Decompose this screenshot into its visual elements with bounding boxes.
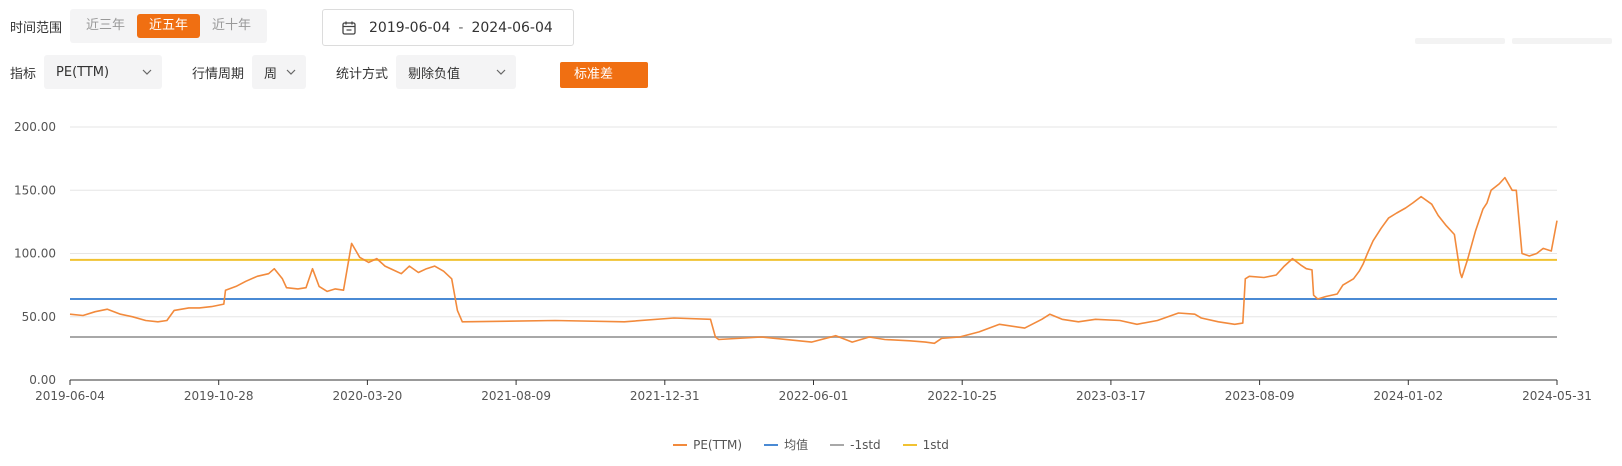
date-separator: - — [458, 19, 464, 36]
legend-swatch-minus1std — [830, 443, 845, 446]
legend-item-plus1std[interactable]: 1std — [902, 436, 949, 453]
method-label: 统计方式 — [336, 66, 389, 82]
std-deviation-button[interactable]: 标准差 — [560, 62, 648, 88]
period-select[interactable]: 周 — [252, 55, 307, 89]
date-range-picker[interactable]: 2019-06-04 - 2024-06-04 — [322, 9, 574, 46]
x-tick-label: 2023-03-17 — [1076, 389, 1146, 403]
x-tick-label: 2022-10-25 — [927, 389, 997, 403]
range-3y-button[interactable]: 近三年 — [86, 18, 126, 33]
chevron-down-icon — [496, 69, 506, 75]
range-10y-button[interactable]: 近十年 — [212, 18, 252, 33]
date-end[interactable]: 2024-06-04 — [471, 19, 553, 36]
metric-select[interactable]: PE(TTM) — [44, 55, 163, 89]
x-axis: 2019-06-04 2019-10-28 2020-03-20 2021-08-09… — [35, 379, 1592, 403]
faint-bar-2 — [1512, 38, 1612, 44]
legend-label-plus1std: 1std — [922, 437, 949, 452]
time-range-row: 时间范围 近三年 近五年 近十年 — [10, 8, 268, 44]
date-start[interactable]: 2019-06-04 — [369, 19, 451, 36]
reference-lines — [70, 258, 1557, 338]
y-tick-label: 200.00 — [14, 120, 56, 134]
y-axis-ticks: 0.00 50.00 100.00 150.00 200.00 — [14, 120, 56, 387]
faint-bar-1 — [1415, 38, 1505, 44]
x-tick-label: 2024-05-31 — [1522, 389, 1592, 403]
method-value: 剔除负值 — [408, 66, 461, 82]
x-tick-label: 2020-03-20 — [333, 389, 403, 403]
x-tick-label: 2024-01-02 — [1373, 389, 1443, 403]
metric-label: 指标 — [10, 66, 37, 82]
x-tick-label: 2023-08-09 — [1225, 389, 1295, 403]
legend-label-minus1std: -1std — [850, 437, 881, 452]
chart-legend: PE(TTM) 均值 -1std 1std — [0, 436, 1622, 453]
pe-ttm-line — [69, 176, 1558, 345]
x-tick-label: 2022-06-01 — [779, 389, 849, 403]
legend-swatch-mean — [764, 443, 779, 446]
metric-value: PE(TTM) — [56, 64, 110, 80]
y-tick-label: 0.00 — [29, 373, 56, 387]
x-tick-label: 2019-06-04 — [35, 389, 105, 403]
chart-grid — [70, 126, 1557, 318]
x-tick-label: 2021-12-31 — [630, 389, 700, 403]
series-layer — [69, 176, 1558, 345]
y-tick-label: 100.00 — [14, 247, 56, 261]
legend-item-minus1std[interactable]: -1std — [830, 436, 881, 453]
time-range-segment: 近三年 近五年 近十年 — [70, 9, 268, 43]
range-5y-button[interactable]: 近五年 — [137, 14, 201, 38]
legend-item-mean[interactable]: 均值 — [764, 436, 808, 453]
period-label: 行情周期 — [192, 66, 245, 82]
x-tick-label: 2021-08-09 — [481, 389, 551, 403]
period-value: 周 — [264, 66, 278, 82]
method-select[interactable]: 剔除负值 — [396, 55, 517, 89]
legend-item-pe[interactable]: PE(TTM) — [673, 436, 742, 453]
chevron-down-icon — [286, 69, 296, 75]
calendar-icon — [342, 21, 356, 35]
y-tick-label: 150.00 — [14, 183, 56, 197]
y-tick-label: 50.00 — [22, 310, 56, 324]
x-tick-label: 2019-10-28 — [184, 389, 254, 403]
filter-row: 指标 PE(TTM) 行情周期 周 统计方式 剔除负值 — [10, 54, 517, 90]
legend-label-pe: PE(TTM) — [693, 437, 743, 452]
time-range-label: 时间范围 — [10, 20, 63, 36]
legend-label-mean: 均值 — [784, 438, 809, 452]
legend-swatch-plus1std — [902, 443, 917, 446]
legend-swatch-pe — [673, 443, 688, 446]
chevron-down-icon — [142, 69, 152, 75]
